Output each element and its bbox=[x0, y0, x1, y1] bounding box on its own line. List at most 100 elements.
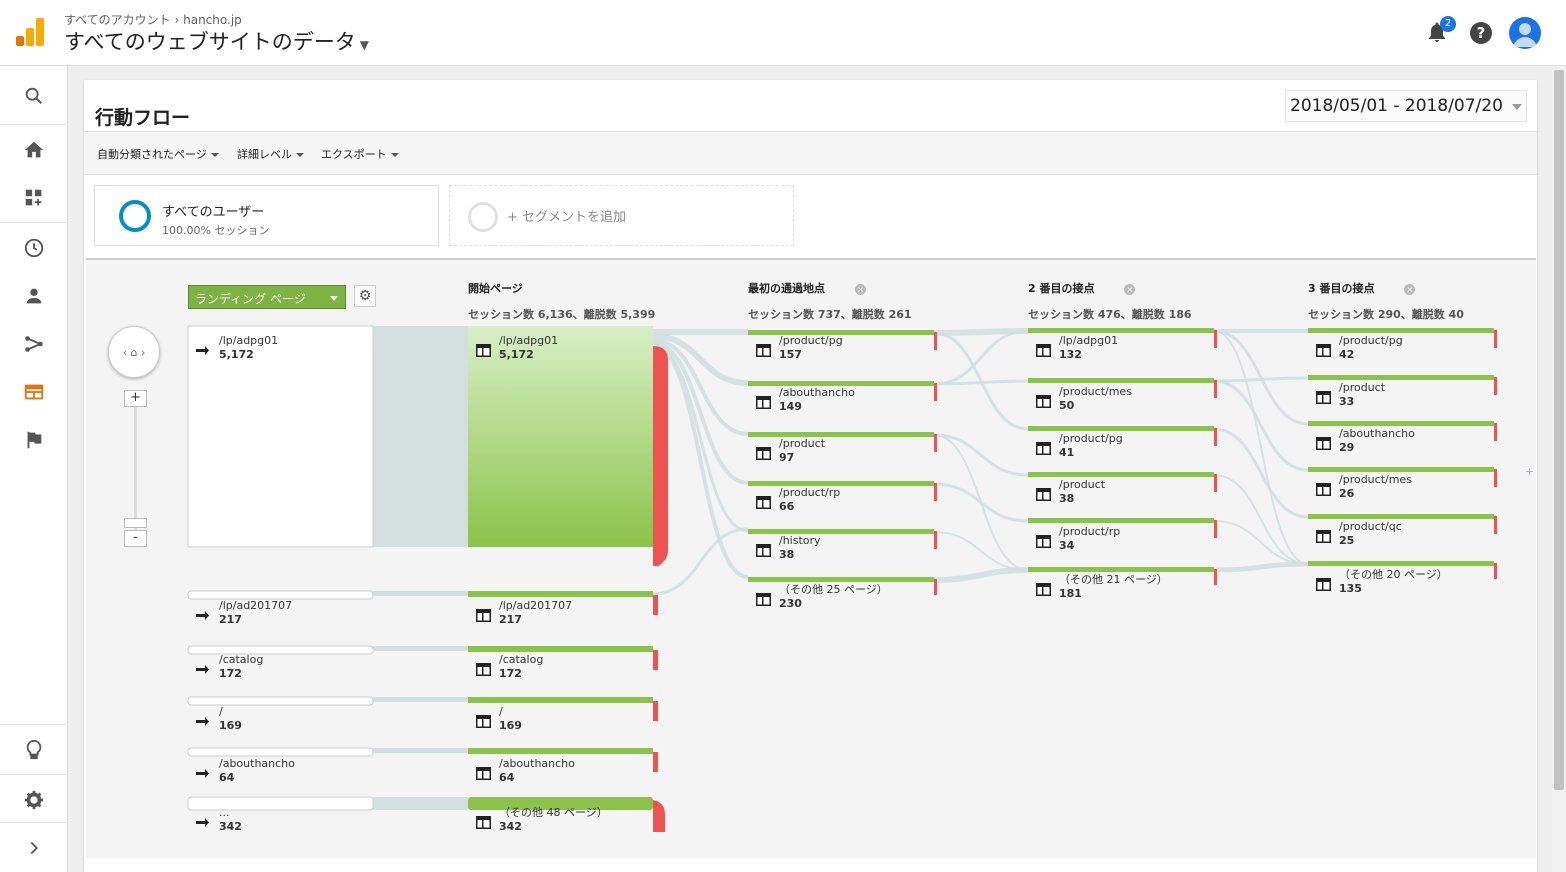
realtime-icon[interactable] bbox=[0, 224, 68, 272]
flow-node-item[interactable]: /abouthancho 149 bbox=[779, 386, 855, 414]
add-segment-button[interactable]: + セグメントを追加 bbox=[449, 185, 794, 246]
segment-all-users[interactable]: すべてのユーザー 100.00% セッション bbox=[94, 185, 439, 246]
flow-node-item[interactable]: （その他 25 ページ） 230 bbox=[779, 583, 888, 611]
landing-node[interactable] bbox=[187, 696, 374, 706]
step2-node[interactable] bbox=[1028, 472, 1214, 477]
customization-icon[interactable] bbox=[0, 174, 68, 222]
step3-node[interactable] bbox=[1308, 421, 1494, 426]
landing-node[interactable] bbox=[187, 325, 374, 548]
home-icon[interactable]: ⌂ bbox=[130, 345, 138, 359]
start-node[interactable] bbox=[468, 697, 653, 703]
step3-node[interactable] bbox=[1308, 561, 1494, 566]
dropoff-bar[interactable] bbox=[1494, 516, 1497, 534]
flow-node-item[interactable]: /product/rp 34 bbox=[1059, 525, 1120, 553]
dropoff-bar[interactable] bbox=[1494, 469, 1497, 487]
dropoff-bar[interactable] bbox=[653, 701, 658, 721]
dropoff-bar[interactable] bbox=[1494, 377, 1497, 395]
step1-node[interactable] bbox=[748, 432, 934, 437]
gear-icon[interactable]: ⚙ bbox=[354, 285, 376, 307]
scrollbar-thumb[interactable] bbox=[1554, 70, 1564, 790]
dropoff-bar[interactable] bbox=[1214, 474, 1217, 492]
flow-node-item[interactable]: （その他 48 ページ） 342 bbox=[499, 806, 608, 834]
dropoff-bar[interactable] bbox=[1214, 569, 1217, 585]
expand-icon[interactable] bbox=[0, 824, 68, 872]
step1-node[interactable] bbox=[748, 330, 934, 335]
pan-right-icon[interactable]: › bbox=[140, 345, 146, 359]
zoom-slider-handle[interactable] bbox=[124, 518, 147, 528]
landing-page-item[interactable]: ... 342 bbox=[219, 806, 242, 834]
dropoff-bar[interactable] bbox=[1494, 330, 1497, 348]
dropoff-bar[interactable] bbox=[653, 346, 668, 566]
flow-node-item[interactable]: /catalog 172 bbox=[499, 653, 543, 681]
dropoff-bar[interactable] bbox=[1494, 423, 1497, 441]
step3-node[interactable] bbox=[1308, 328, 1494, 333]
flow-node-item[interactable]: /product/mes 50 bbox=[1059, 385, 1132, 413]
acquisition-icon[interactable] bbox=[0, 320, 68, 368]
landing-node[interactable] bbox=[187, 645, 374, 655]
step2-node[interactable] bbox=[1028, 426, 1214, 431]
landing-page-item[interactable]: /lp/ad201707 217 bbox=[219, 599, 292, 627]
dropoff-bar[interactable] bbox=[934, 579, 937, 595]
dropoff-bar[interactable] bbox=[934, 332, 937, 350]
expand-column-icon[interactable]: + bbox=[1525, 465, 1535, 478]
step3-node[interactable] bbox=[1308, 467, 1494, 472]
dropoff-bar[interactable] bbox=[653, 752, 658, 772]
dropoff-bar[interactable] bbox=[653, 800, 665, 832]
home-icon[interactable] bbox=[0, 126, 68, 174]
flow-node-item[interactable]: （その他 20 ページ） 135 bbox=[1339, 568, 1448, 596]
landing-node[interactable] bbox=[187, 590, 374, 600]
step2-node[interactable] bbox=[1028, 518, 1214, 523]
dimension-selector[interactable]: ランディング ページ bbox=[188, 285, 346, 309]
start-node[interactable] bbox=[468, 797, 653, 810]
discover-icon[interactable] bbox=[0, 726, 68, 774]
start-node[interactable] bbox=[468, 326, 653, 547]
flow-node-item[interactable]: /product/pg 42 bbox=[1339, 334, 1403, 362]
dropoff-bar[interactable] bbox=[1214, 330, 1217, 348]
landing-page-item[interactable]: /catalog 172 bbox=[219, 653, 263, 681]
landing-node[interactable] bbox=[187, 796, 374, 811]
pan-control[interactable]: ‹ ⌂ › bbox=[108, 326, 160, 378]
dropoff-bar[interactable] bbox=[934, 383, 937, 401]
dropoff-bar[interactable] bbox=[934, 434, 937, 452]
landing-page-item[interactable]: /abouthancho 64 bbox=[219, 757, 295, 785]
flow-node-item[interactable]: /product/rp 66 bbox=[779, 486, 840, 514]
detail-level-menu[interactable]: 詳細レベル bbox=[237, 146, 304, 162]
step1-node[interactable] bbox=[748, 529, 934, 534]
search-icon[interactable] bbox=[0, 72, 68, 120]
step1-node[interactable] bbox=[748, 381, 934, 386]
flow-node-item[interactable]: /abouthancho 64 bbox=[499, 757, 575, 785]
flow-node-item[interactable]: /product 97 bbox=[779, 437, 825, 465]
dropoff-bar[interactable] bbox=[1214, 428, 1217, 446]
admin-icon[interactable] bbox=[0, 776, 68, 824]
dropoff-bar[interactable] bbox=[934, 483, 937, 501]
flow-node-item[interactable]: （その他 21 ページ） 181 bbox=[1059, 573, 1168, 601]
flow-node-item[interactable]: /product 33 bbox=[1339, 381, 1385, 409]
dropoff-bar[interactable] bbox=[1214, 520, 1217, 538]
dropoff-bar[interactable] bbox=[1214, 380, 1217, 398]
flow-node-item[interactable]: /product/mes 26 bbox=[1339, 473, 1412, 501]
dropoff-bar[interactable] bbox=[653, 595, 658, 615]
step2-node[interactable] bbox=[1028, 328, 1214, 333]
property-selector[interactable]: すべてのウェブサイトのデータ ▼ bbox=[64, 26, 369, 56]
flow-node-item[interactable]: /169 bbox=[499, 705, 522, 733]
start-node[interactable] bbox=[468, 646, 653, 652]
export-menu[interactable]: エクスポート bbox=[321, 146, 399, 162]
dropoff-bar[interactable] bbox=[934, 531, 937, 549]
zoom-slider-track[interactable] bbox=[134, 406, 137, 534]
zoom-out-button[interactable]: - bbox=[124, 530, 147, 547]
flow-node-item[interactable]: /lp/adpg01 5,172 bbox=[499, 334, 558, 362]
flow-node-item[interactable]: /lp/ad201707 217 bbox=[499, 599, 572, 627]
flow-node-item[interactable]: /product/pg 41 bbox=[1059, 432, 1123, 460]
behavior-icon[interactable] bbox=[0, 368, 68, 416]
auto-pages-menu[interactable]: 自動分類されたページ bbox=[97, 146, 219, 162]
remove-step-icon[interactable]: × bbox=[855, 283, 866, 295]
landing-page-item[interactable]: /169 bbox=[219, 705, 242, 733]
analytics-logo-icon[interactable] bbox=[16, 18, 44, 46]
avatar[interactable] bbox=[1509, 17, 1541, 49]
start-node[interactable] bbox=[468, 748, 653, 754]
date-range-picker[interactable]: 2018/05/01 - 2018/07/20 bbox=[1285, 90, 1527, 122]
step1-node[interactable] bbox=[748, 577, 934, 582]
breadcrumb[interactable]: すべてのアカウント › hancho.jp bbox=[64, 13, 242, 27]
landing-node[interactable] bbox=[187, 747, 374, 757]
conversions-icon[interactable] bbox=[0, 416, 68, 464]
